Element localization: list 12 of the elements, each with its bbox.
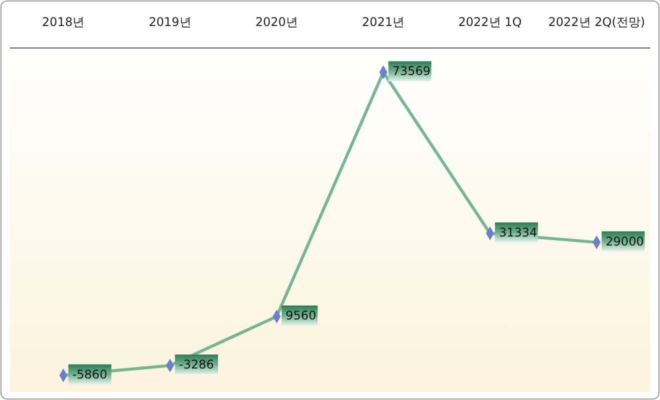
data-label: 31334: [499, 225, 538, 240]
x-tick-label: 2018년: [42, 15, 85, 29]
x-tick-label: 2020년: [255, 15, 298, 29]
x-tick-label: 2019년: [148, 15, 192, 29]
data-label: 73569: [392, 64, 431, 78]
data-label: 9560: [286, 308, 316, 322]
x-tick-label: 2022년 2Q(전망): [548, 15, 646, 29]
data-label: -5860: [72, 367, 108, 382]
data-label: 29000: [606, 234, 644, 248]
data-label: -3286: [179, 358, 214, 372]
x-tick-label: 2021년: [362, 15, 405, 29]
x-tick-label: 2022년 1Q: [458, 15, 522, 29]
